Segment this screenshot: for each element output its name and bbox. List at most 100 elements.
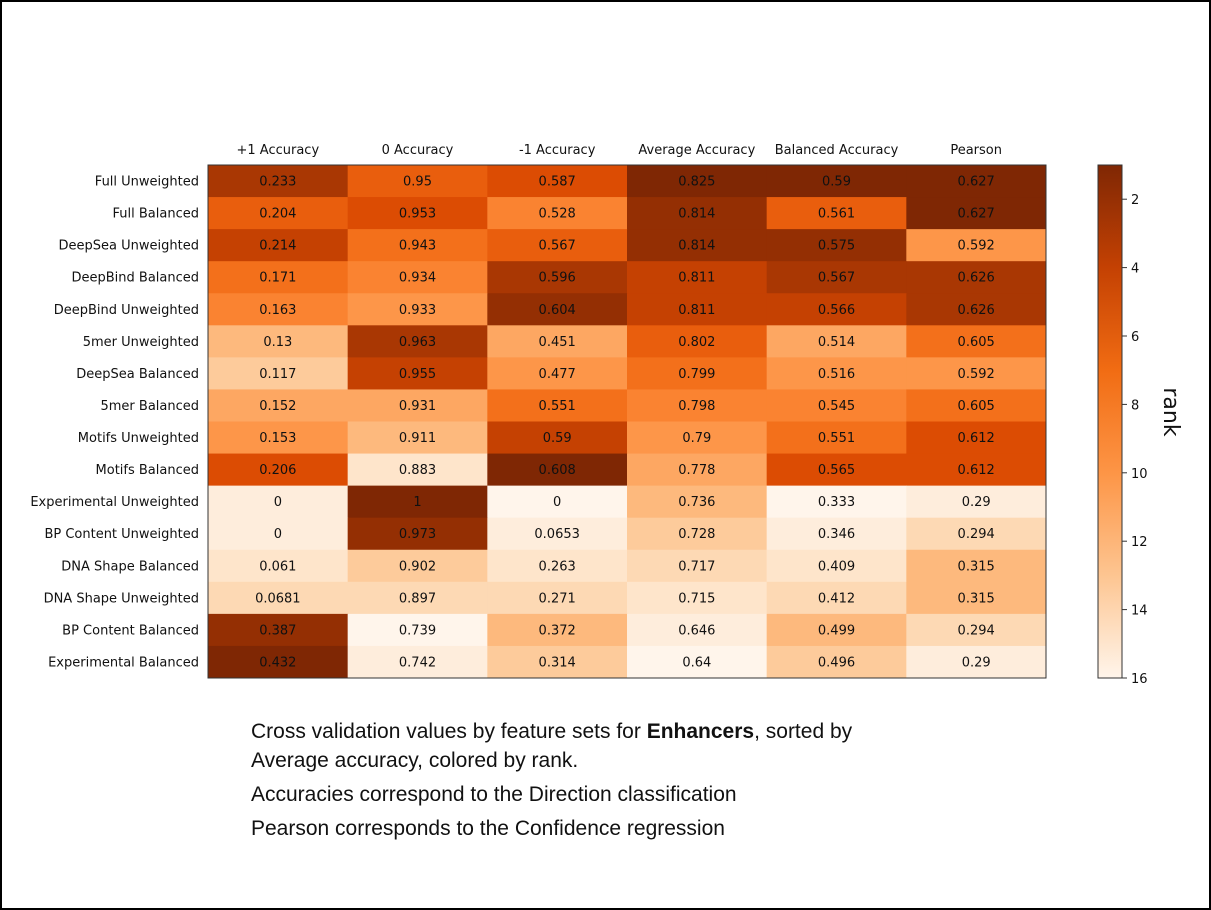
heatmap-cell — [208, 453, 349, 487]
heatmap-cell — [208, 229, 349, 262]
heatmap-cell — [208, 357, 349, 390]
heatmap-cell — [347, 229, 488, 262]
cell-value-label: 0.233 — [259, 175, 296, 190]
column-label: Pearson — [950, 143, 1002, 158]
cell-value-label: 0.742 — [399, 655, 436, 670]
heatmap-cell — [627, 197, 768, 230]
cell-value-label: 0.206 — [259, 463, 296, 478]
caption-line-4: Pearson corresponds to the Confidence re… — [251, 817, 725, 840]
cell-value-label: 0.152 — [259, 399, 296, 414]
heatmap-cell — [208, 165, 349, 198]
row-label: 5mer Unweighted — [83, 335, 199, 350]
heatmap-cell — [208, 549, 349, 583]
cell-value-label: 0.973 — [399, 527, 436, 542]
cell-value-label: 0.477 — [539, 367, 576, 382]
heatmap-cell — [766, 645, 907, 679]
colorbar-ticks: 2 4 6 8 10 12 14 16 — [1122, 193, 1148, 687]
cell-value-label: 0.592 — [958, 367, 995, 382]
row-label: DeepSea Unweighted — [59, 239, 199, 254]
cell-value-label: 0.814 — [678, 239, 715, 254]
cell-value-label: 0.627 — [958, 207, 995, 222]
cell-value-label: 0.117 — [259, 367, 296, 382]
cell-value-label: 0.799 — [678, 367, 715, 382]
heatmap-cell — [906, 581, 1047, 615]
column-label: +1 Accuracy — [237, 143, 320, 158]
row-label: Experimental Unweighted — [30, 495, 199, 510]
heatmap-cell — [627, 165, 768, 198]
cell-value-label: 0.13 — [263, 335, 292, 350]
heatmap-cell — [208, 421, 349, 455]
caption-line-3: Accuracies correspond to the Direction c… — [251, 783, 737, 806]
cell-value-label: 0.897 — [399, 591, 436, 606]
cell-value-label: 0.626 — [958, 303, 995, 318]
cell-value-label: 0.612 — [958, 463, 995, 478]
cell-value-label: 0.825 — [678, 175, 715, 190]
heatmap-cell — [766, 581, 907, 615]
cell-value-label: 1 — [413, 495, 421, 510]
heatmap-cell — [208, 645, 349, 679]
cell-value-label: 0.911 — [399, 431, 436, 446]
colorbar-tick-label: 8 — [1131, 398, 1139, 413]
heatmap-cell — [627, 421, 768, 455]
colorbar-tick-label: 14 — [1131, 604, 1148, 619]
heatmap-cell — [906, 485, 1047, 519]
cell-value-label: 0 — [553, 495, 561, 510]
cell-value-label: 0.29 — [962, 655, 991, 670]
heatmap-cell — [487, 165, 628, 198]
heatmap-cell — [906, 229, 1047, 262]
cell-value-label: 0.163 — [259, 303, 296, 318]
heatmap-cell — [487, 453, 628, 487]
row-label: DNA Shape Balanced — [61, 559, 199, 574]
heatmap-cell — [766, 453, 907, 487]
cell-value-label: 0.943 — [399, 239, 436, 254]
cell-value-label: 0.153 — [259, 431, 296, 446]
colorbar-tick-label: 12 — [1131, 535, 1148, 550]
cell-value-label: 0.432 — [259, 655, 296, 670]
row-label: DeepBind Unweighted — [54, 303, 199, 318]
heatmap-cell — [627, 261, 768, 294]
heatmap-cell — [766, 613, 907, 647]
heatmap-cell — [766, 549, 907, 583]
heatmap-cell — [906, 293, 1047, 326]
cell-value-label: 0 — [274, 495, 282, 510]
cell-value-label: 0.567 — [818, 271, 855, 286]
cell-value-label: 0.561 — [818, 207, 855, 222]
cell-value-label: 0.95 — [403, 175, 432, 190]
heatmap-cell — [766, 293, 907, 326]
heatmap-cell — [766, 165, 907, 198]
heatmap-cell — [347, 261, 488, 294]
cell-value-label: 0.605 — [958, 335, 995, 350]
cell-value-label: 0.955 — [399, 367, 436, 382]
heatmap-cell — [208, 581, 349, 615]
heatmap-cell — [627, 485, 768, 519]
heatmap-cell — [487, 581, 628, 615]
cell-value-label: 0.514 — [818, 335, 855, 350]
heatmap-cell — [627, 453, 768, 487]
heatmap-cell — [627, 389, 768, 422]
heatmap-cell — [766, 261, 907, 294]
row-label: Full Balanced — [113, 207, 199, 222]
cell-value-label: 0.627 — [958, 175, 995, 190]
row-label: DeepBind Balanced — [71, 271, 199, 286]
heatmap-cell — [487, 645, 628, 679]
heatmap-cell — [766, 197, 907, 230]
cell-value-label: 0.315 — [958, 591, 995, 606]
heatmap-cell — [906, 453, 1047, 487]
cell-value-label: 0.612 — [958, 431, 995, 446]
heatmap-cell — [487, 229, 628, 262]
cell-value-label: 0.551 — [539, 399, 576, 414]
heatmap-cell — [347, 613, 488, 647]
heatmap-cell — [766, 517, 907, 551]
heatmap-cell — [766, 485, 907, 519]
heatmap-cell — [208, 389, 349, 422]
cell-value-label: 0 — [274, 527, 282, 542]
heatmap-cell — [487, 485, 628, 519]
cell-value-label: 0.565 — [818, 463, 855, 478]
cell-value-label: 0.739 — [399, 623, 436, 638]
colorbar — [1097, 164, 1123, 679]
cell-value-label: 0.811 — [678, 271, 715, 286]
cell-value-label: 0.29 — [962, 495, 991, 510]
heatmap-cell — [487, 389, 628, 422]
column-labels: +1 Accuracy 0 Accuracy -1 Accuracy Average … — [237, 143, 1002, 158]
heatmap-cell — [627, 549, 768, 583]
